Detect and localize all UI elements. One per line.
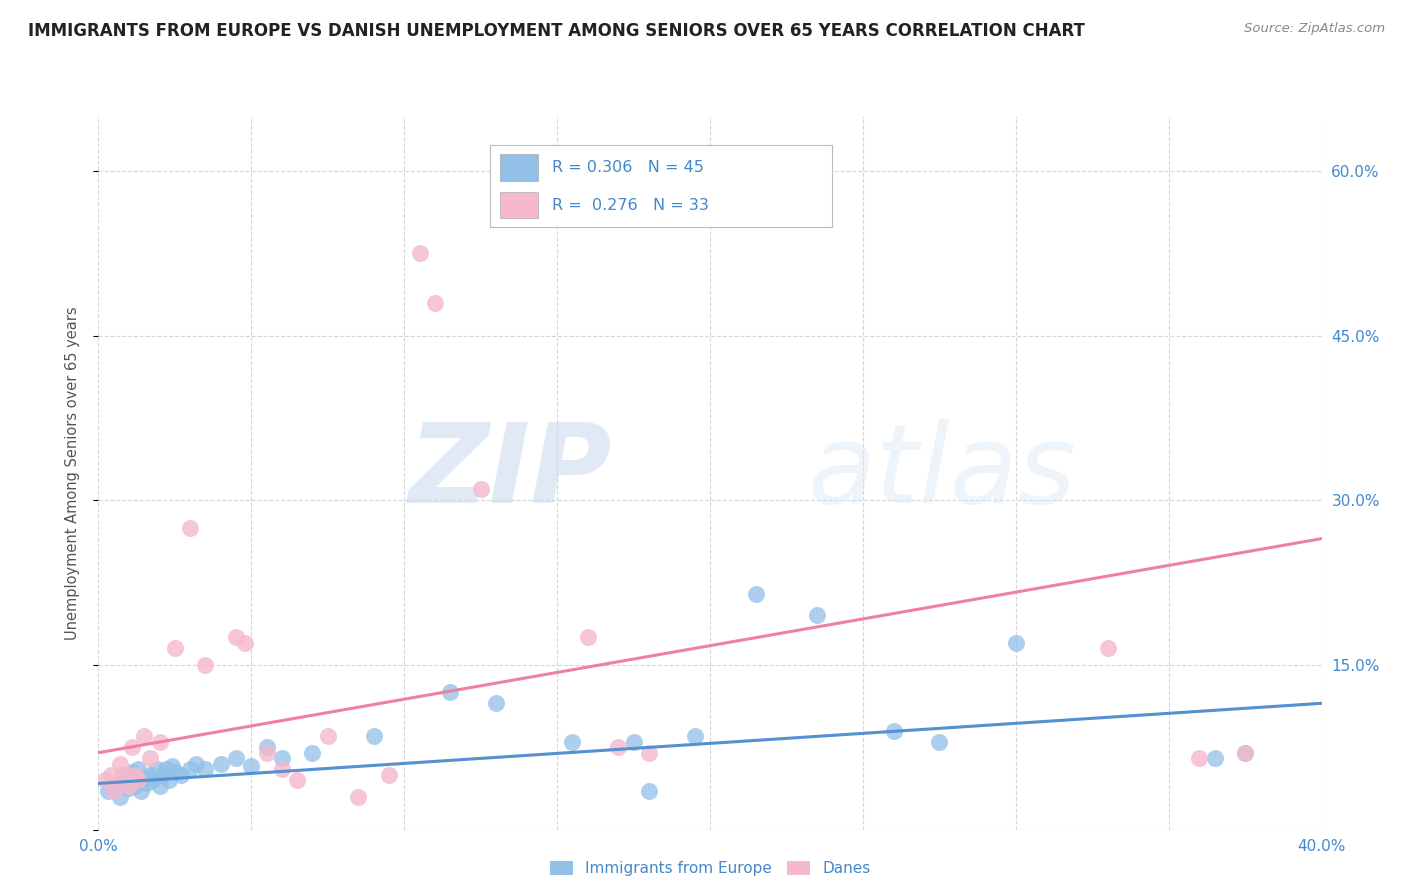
Point [149, 779, 172, 793]
Point [136, 776, 159, 790]
Text: ZIP: ZIP [409, 419, 612, 526]
Point [209, 756, 232, 771]
Point [1234, 746, 1257, 760]
Point [100, 767, 122, 781]
Point [270, 762, 294, 776]
Point [111, 773, 134, 788]
Point [139, 751, 162, 765]
Text: Source: ZipAtlas.com: Source: ZipAtlas.com [1244, 22, 1385, 36]
Point [129, 784, 152, 798]
Point [745, 586, 768, 600]
Point [121, 740, 143, 755]
Point [1204, 751, 1226, 765]
Point [145, 762, 167, 776]
Point [179, 762, 201, 776]
Point [194, 657, 217, 672]
Point [1234, 746, 1257, 760]
Point [256, 746, 278, 760]
Point [115, 773, 138, 788]
Point [139, 767, 162, 781]
Point [270, 751, 294, 765]
Point [240, 759, 263, 773]
Point [142, 773, 165, 788]
Point [233, 636, 256, 650]
Point [470, 482, 492, 496]
Point [561, 735, 583, 749]
Point [152, 767, 174, 781]
Point [576, 631, 599, 645]
Point [108, 789, 131, 804]
Point [1004, 636, 1026, 650]
Point [928, 735, 950, 749]
Legend: Immigrants from Europe, Danes: Immigrants from Europe, Danes [544, 855, 876, 882]
Point [124, 779, 146, 793]
Point [256, 740, 278, 755]
Point [155, 762, 177, 776]
Point [134, 770, 156, 784]
Point [1097, 641, 1119, 656]
Point [363, 729, 385, 743]
Point [883, 723, 905, 738]
Point [93, 773, 115, 788]
Point [485, 696, 508, 710]
Point [1188, 751, 1211, 765]
Point [118, 780, 141, 795]
Text: atlas: atlas [808, 419, 1077, 526]
Point [103, 784, 125, 798]
Point [439, 685, 461, 699]
Point [163, 765, 186, 780]
Point [115, 767, 138, 781]
Point [103, 779, 125, 793]
Point [170, 767, 193, 781]
Text: IMMIGRANTS FROM EUROPE VS DANISH UNEMPLOYMENT AMONG SENIORS OVER 65 YEARS CORREL: IMMIGRANTS FROM EUROPE VS DANISH UNEMPLO… [28, 22, 1085, 40]
Point [225, 631, 247, 645]
Point [638, 746, 661, 760]
Point [408, 246, 430, 260]
Point [160, 759, 183, 773]
Point [806, 608, 828, 623]
Point [186, 756, 208, 771]
Text: R =  0.276   N = 33: R = 0.276 N = 33 [551, 198, 709, 212]
Point [121, 765, 143, 780]
Point [111, 767, 134, 781]
Point [97, 784, 120, 798]
Point [124, 767, 146, 781]
Point [134, 729, 156, 743]
Point [683, 729, 706, 743]
Point [194, 762, 217, 776]
Point [623, 735, 645, 749]
Point [127, 773, 149, 788]
Point [225, 751, 247, 765]
Point [118, 779, 141, 793]
Text: R = 0.306   N = 45: R = 0.306 N = 45 [551, 160, 703, 175]
Point [423, 295, 446, 310]
Y-axis label: Unemployment Among Seniors over 65 years: Unemployment Among Seniors over 65 years [65, 306, 80, 640]
Point [638, 784, 661, 798]
Point [127, 762, 149, 776]
FancyBboxPatch shape [501, 154, 538, 180]
Point [347, 789, 370, 804]
Point [301, 746, 323, 760]
Point [285, 773, 308, 788]
FancyBboxPatch shape [501, 192, 538, 219]
Point [163, 641, 186, 656]
Point [378, 767, 401, 781]
Point [108, 756, 131, 771]
Point [316, 729, 339, 743]
Point [149, 735, 172, 749]
Point [179, 521, 201, 535]
Point [607, 740, 630, 755]
Point [157, 773, 180, 788]
